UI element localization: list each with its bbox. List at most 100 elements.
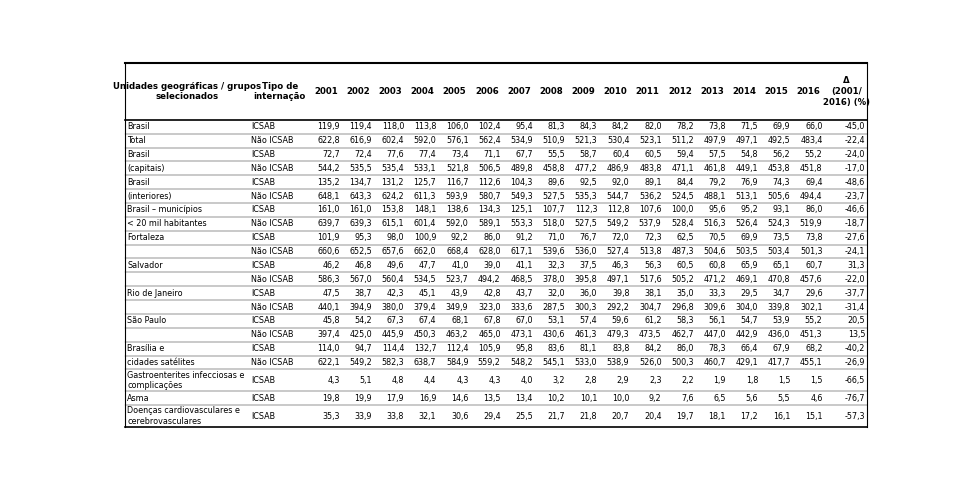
Text: 100,9: 100,9 (413, 233, 437, 242)
Text: 287,5: 287,5 (542, 303, 565, 311)
Text: 46,8: 46,8 (354, 261, 372, 270)
Text: 429,1: 429,1 (736, 358, 758, 367)
Text: 69,9: 69,9 (772, 122, 790, 131)
Text: 511,2: 511,2 (671, 136, 694, 145)
Text: 292,2: 292,2 (607, 303, 629, 311)
Text: 53,1: 53,1 (548, 316, 565, 325)
Text: 469,1: 469,1 (736, 275, 758, 284)
Text: 95,6: 95,6 (709, 205, 726, 214)
Text: -24,0: -24,0 (845, 150, 865, 159)
Text: 523,7: 523,7 (445, 275, 469, 284)
Text: 652,5: 652,5 (349, 247, 372, 256)
Text: 451,8: 451,8 (800, 164, 823, 173)
Text: -26,9: -26,9 (845, 358, 865, 367)
Text: 118,0: 118,0 (381, 122, 404, 131)
Text: 18,1: 18,1 (709, 412, 726, 421)
Text: 119,9: 119,9 (318, 122, 340, 131)
Text: 479,3: 479,3 (607, 330, 629, 339)
Text: 55,5: 55,5 (547, 150, 565, 159)
Text: 67,9: 67,9 (772, 344, 790, 353)
Text: 668,4: 668,4 (446, 247, 469, 256)
Text: 562,4: 562,4 (478, 136, 500, 145)
Text: 53,9: 53,9 (772, 316, 790, 325)
Text: 59,4: 59,4 (677, 150, 694, 159)
Text: ICSAB: ICSAB (251, 394, 275, 403)
Text: 82,0: 82,0 (644, 122, 661, 131)
Text: 622,8: 622,8 (318, 136, 340, 145)
Text: Não ICSAB: Não ICSAB (251, 247, 293, 256)
Text: 93,1: 93,1 (772, 205, 790, 214)
Text: 37,5: 37,5 (580, 261, 597, 270)
Text: 98,0: 98,0 (386, 233, 404, 242)
Text: 518,0: 518,0 (542, 219, 565, 228)
Text: 55,2: 55,2 (804, 316, 823, 325)
Text: 527,5: 527,5 (574, 219, 597, 228)
Text: 153,8: 153,8 (381, 205, 404, 214)
Text: Não ICSAB: Não ICSAB (251, 164, 293, 173)
Text: 83,6: 83,6 (548, 344, 565, 353)
Text: (capitais): (capitais) (127, 164, 165, 173)
Text: 84,2: 84,2 (612, 122, 629, 131)
Text: (interiores): (interiores) (127, 191, 171, 201)
Text: 41,1: 41,1 (516, 261, 532, 270)
Text: 582,3: 582,3 (381, 358, 404, 367)
Text: 36,0: 36,0 (580, 289, 597, 298)
Text: 453,8: 453,8 (768, 164, 790, 173)
Text: 302,1: 302,1 (800, 303, 823, 311)
Text: 471,1: 471,1 (671, 164, 694, 173)
Text: 17,9: 17,9 (386, 394, 404, 403)
Text: 539,6: 539,6 (542, 247, 565, 256)
Text: 4,6: 4,6 (810, 394, 823, 403)
Text: ICSAB: ICSAB (251, 344, 275, 353)
Text: 2012: 2012 (668, 87, 692, 96)
Text: 309,6: 309,6 (704, 303, 726, 311)
Text: 91,2: 91,2 (515, 233, 532, 242)
Text: 112,4: 112,4 (446, 344, 469, 353)
Text: 417,7: 417,7 (768, 358, 790, 367)
Text: Brasil – municípios: Brasil – municípios (127, 205, 202, 214)
Text: 32,0: 32,0 (548, 289, 565, 298)
Text: Tipo de
internação: Tipo de internação (254, 82, 306, 102)
Text: -76,7: -76,7 (845, 394, 865, 403)
Text: 323,0: 323,0 (478, 303, 500, 311)
Text: 20,5: 20,5 (848, 316, 865, 325)
Text: 46,3: 46,3 (612, 261, 629, 270)
Text: 7,6: 7,6 (681, 394, 694, 403)
Text: 549,3: 549,3 (510, 191, 532, 201)
Text: Salvador: Salvador (127, 261, 163, 270)
Text: -45,0: -45,0 (845, 122, 865, 131)
Text: 349,9: 349,9 (446, 303, 469, 311)
Text: 45,1: 45,1 (419, 289, 437, 298)
Text: 592,0: 592,0 (413, 136, 437, 145)
Text: 67,8: 67,8 (483, 316, 500, 325)
Text: Rio de Janeiro: Rio de Janeiro (127, 289, 183, 298)
Text: 397,4: 397,4 (318, 330, 340, 339)
Text: 86,0: 86,0 (677, 344, 694, 353)
Text: São Paulo: São Paulo (127, 316, 166, 325)
Text: 500,3: 500,3 (671, 358, 694, 367)
Text: 19,8: 19,8 (322, 394, 340, 403)
Text: 32,1: 32,1 (419, 412, 437, 421)
Text: 54,2: 54,2 (354, 316, 372, 325)
Text: 580,7: 580,7 (478, 191, 500, 201)
Text: 16,9: 16,9 (419, 394, 437, 403)
Text: 86,0: 86,0 (805, 205, 823, 214)
Text: 553,3: 553,3 (510, 219, 532, 228)
Text: 42,8: 42,8 (483, 289, 500, 298)
Text: 492,5: 492,5 (768, 136, 790, 145)
Text: 148,1: 148,1 (414, 205, 437, 214)
Text: 114,0: 114,0 (318, 344, 340, 353)
Text: Não ICSAB: Não ICSAB (251, 358, 293, 367)
Text: 73,8: 73,8 (709, 122, 726, 131)
Text: 660,6: 660,6 (318, 247, 340, 256)
Text: 119,4: 119,4 (349, 122, 372, 131)
Text: 300,3: 300,3 (575, 303, 597, 311)
Text: < 20 mil habitantes: < 20 mil habitantes (127, 219, 206, 228)
Text: 544,2: 544,2 (318, 164, 340, 173)
Text: 21,7: 21,7 (548, 412, 565, 421)
Text: -18,7: -18,7 (845, 219, 865, 228)
Text: 589,1: 589,1 (478, 219, 500, 228)
Text: Não ICSAB: Não ICSAB (251, 275, 293, 284)
Text: 1,5: 1,5 (778, 376, 790, 385)
Text: cidades satélites: cidades satélites (127, 358, 195, 367)
